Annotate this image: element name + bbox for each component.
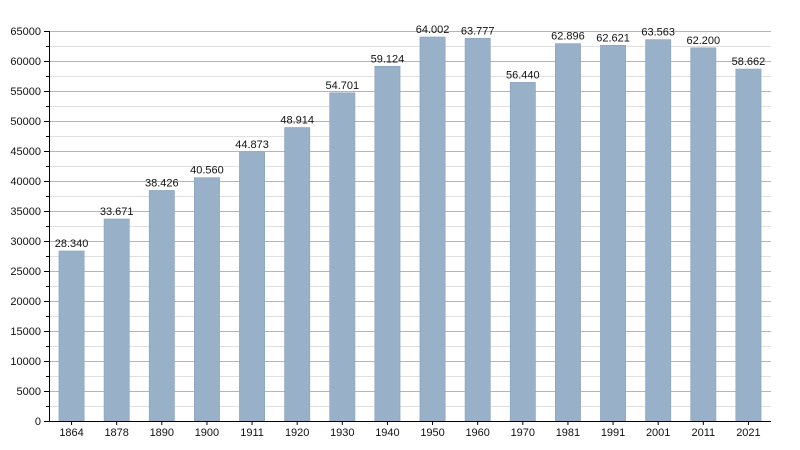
bar-2021 <box>735 68 762 422</box>
bar-1981 <box>554 43 581 422</box>
y-tick-label-40000: 40000 <box>10 176 41 188</box>
labels: 28.340 1864 33.671 1878 38.426 1890 40.560 1900… <box>10 24 765 439</box>
bar-1911 <box>239 151 265 422</box>
y-tick-label-20000: 20000 <box>10 296 41 308</box>
bar-1890 <box>148 190 175 422</box>
data-label-1950: 64.002 <box>416 24 450 36</box>
bar-1970 <box>509 82 536 422</box>
y-tick-label-65000: 65000 <box>10 26 41 38</box>
bar-1900 <box>194 177 220 422</box>
y-tick-label-35000: 35000 <box>10 206 41 218</box>
data-label-1960: 63.777 <box>461 25 495 37</box>
data-label-1981: 62.896 <box>551 31 585 43</box>
data-label-1864: 28.340 <box>55 238 89 250</box>
x-tick-label-2011: 2011 <box>691 427 715 439</box>
x-tick-label-1878: 1878 <box>104 427 128 439</box>
bar-1864 <box>58 250 85 422</box>
x-tick-label-1911: 1911 <box>240 427 264 439</box>
data-label-1890: 38.426 <box>145 177 179 189</box>
data-label-2021: 58.662 <box>732 56 766 68</box>
y-tick-label-60000: 60000 <box>10 56 41 68</box>
x-tick-label-2021: 2021 <box>736 427 760 439</box>
bar-1940 <box>374 65 401 422</box>
x-tick-label-1970: 1970 <box>511 427 535 439</box>
bar-1930 <box>329 92 356 422</box>
x-tick-label-1900: 1900 <box>195 427 219 439</box>
data-label-2011: 62.200 <box>686 35 720 47</box>
x-tick-label-1930: 1930 <box>330 427 354 439</box>
y-tick-label-25000: 25000 <box>10 266 41 278</box>
data-label-2001: 63.563 <box>641 27 675 39</box>
data-label-1991: 62.621 <box>596 32 630 44</box>
x-tick-label-1920: 1920 <box>285 427 309 439</box>
axes <box>44 31 771 425</box>
x-tick-label-1960: 1960 <box>465 427 489 439</box>
data-label-1911: 44.873 <box>235 139 269 151</box>
bar-1878 <box>103 218 130 422</box>
x-tick-label-1981: 1981 <box>556 427 580 439</box>
data-label-1970: 56.440 <box>506 69 540 81</box>
x-tick-label-1890: 1890 <box>150 427 174 439</box>
data-label-1878: 33.671 <box>100 206 134 218</box>
data-label-1930: 54.701 <box>325 80 359 92</box>
bar-2001 <box>645 39 672 422</box>
bar-2011 <box>690 47 717 422</box>
x-tick-label-1991: 1991 <box>601 427 625 439</box>
data-label-1920: 48.914 <box>280 115 314 127</box>
bars <box>58 36 762 422</box>
data-label-1900: 40.560 <box>190 165 224 177</box>
bar-1960 <box>464 38 491 422</box>
y-tick-label-10000: 10000 <box>10 356 41 368</box>
y-tick-label-45000: 45000 <box>10 146 41 158</box>
x-tick-label-1950: 1950 <box>420 427 444 439</box>
data-label-1940: 59.124 <box>371 53 405 65</box>
x-tick-label-1864: 1864 <box>59 427 83 439</box>
y-tick-label-5000: 5000 <box>17 386 41 398</box>
y-tick-label-15000: 15000 <box>10 326 41 338</box>
y-tick-label-55000: 55000 <box>10 86 41 98</box>
x-tick-label-2001: 2001 <box>646 427 670 439</box>
bar-1991 <box>600 44 626 422</box>
bar-1950 <box>419 36 446 422</box>
x-tick-label-1940: 1940 <box>375 427 399 439</box>
y-tick-label-0: 0 <box>35 416 41 428</box>
y-tick-label-30000: 30000 <box>10 236 41 248</box>
y-tick-label-50000: 50000 <box>10 116 41 128</box>
bar-1920 <box>284 127 311 422</box>
